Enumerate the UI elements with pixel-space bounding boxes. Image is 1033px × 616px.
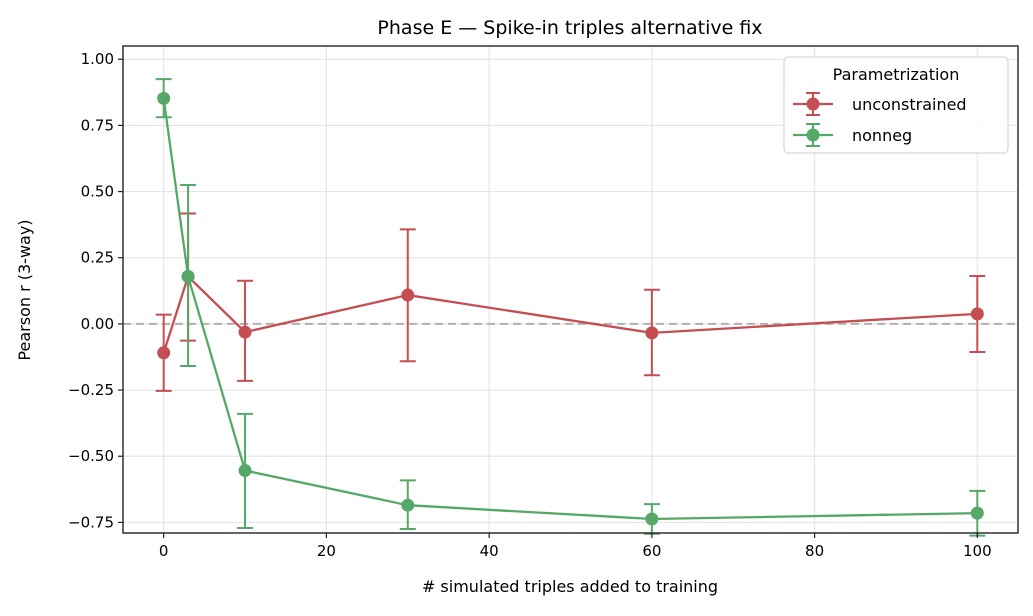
series-line [162, 274, 978, 354]
x-axis-ticks: 0 20 40 60 80 100 [159, 533, 992, 560]
y-tick-label: 0.75 [81, 116, 114, 134]
x-tick-label: 60 [642, 542, 661, 560]
data-point [645, 512, 659, 526]
y-tick-label: −0.50 [68, 447, 114, 465]
data-point [401, 288, 415, 302]
data-point [238, 464, 252, 478]
series-line [162, 98, 978, 521]
data-point [157, 91, 171, 105]
legend-box [783, 56, 1009, 154]
legend-label: unconstrained [852, 95, 967, 114]
data-point [645, 326, 659, 340]
data-point [181, 270, 195, 284]
y-axis-label: Pearson r (3-way) [15, 219, 34, 360]
series-group [155, 78, 986, 537]
data-point [970, 307, 984, 321]
legend-marker [806, 97, 820, 111]
legend: Parametrization unconstrained nonneg [783, 56, 1009, 154]
x-axis-label: # simulated triples added to training [422, 577, 718, 596]
series-nonneg [155, 78, 986, 537]
x-tick-label: 20 [317, 542, 336, 560]
x-tick-label: 80 [805, 542, 824, 560]
data-point [157, 346, 171, 360]
chart-title: Phase E — Spike-in triples alternative f… [377, 17, 762, 39]
plot-frame [122, 45, 1019, 534]
x-tick-label: 0 [159, 542, 169, 560]
legend-marker [806, 128, 820, 142]
data-point [401, 498, 415, 512]
legend-title: Parametrization [833, 65, 960, 84]
y-axis-ticks: 1.00 0.75 0.50 0.25 0.00 −0.25 −0.50 −0.75 [68, 50, 123, 531]
data-point [238, 325, 252, 339]
data-point [970, 506, 984, 520]
y-tick-label: −0.75 [68, 513, 114, 531]
y-tick-label: 1.00 [81, 50, 114, 68]
y-tick-label: 0.00 [81, 315, 114, 333]
x-tick-label: 40 [480, 542, 499, 560]
series-unconstrained [155, 212, 986, 392]
y-tick-label: 0.50 [81, 183, 114, 201]
y-tick-label: 0.25 [81, 249, 114, 267]
x-tick-label: 100 [963, 542, 992, 560]
y-tick-label: −0.25 [68, 381, 114, 399]
legend-label: nonneg [852, 126, 912, 145]
